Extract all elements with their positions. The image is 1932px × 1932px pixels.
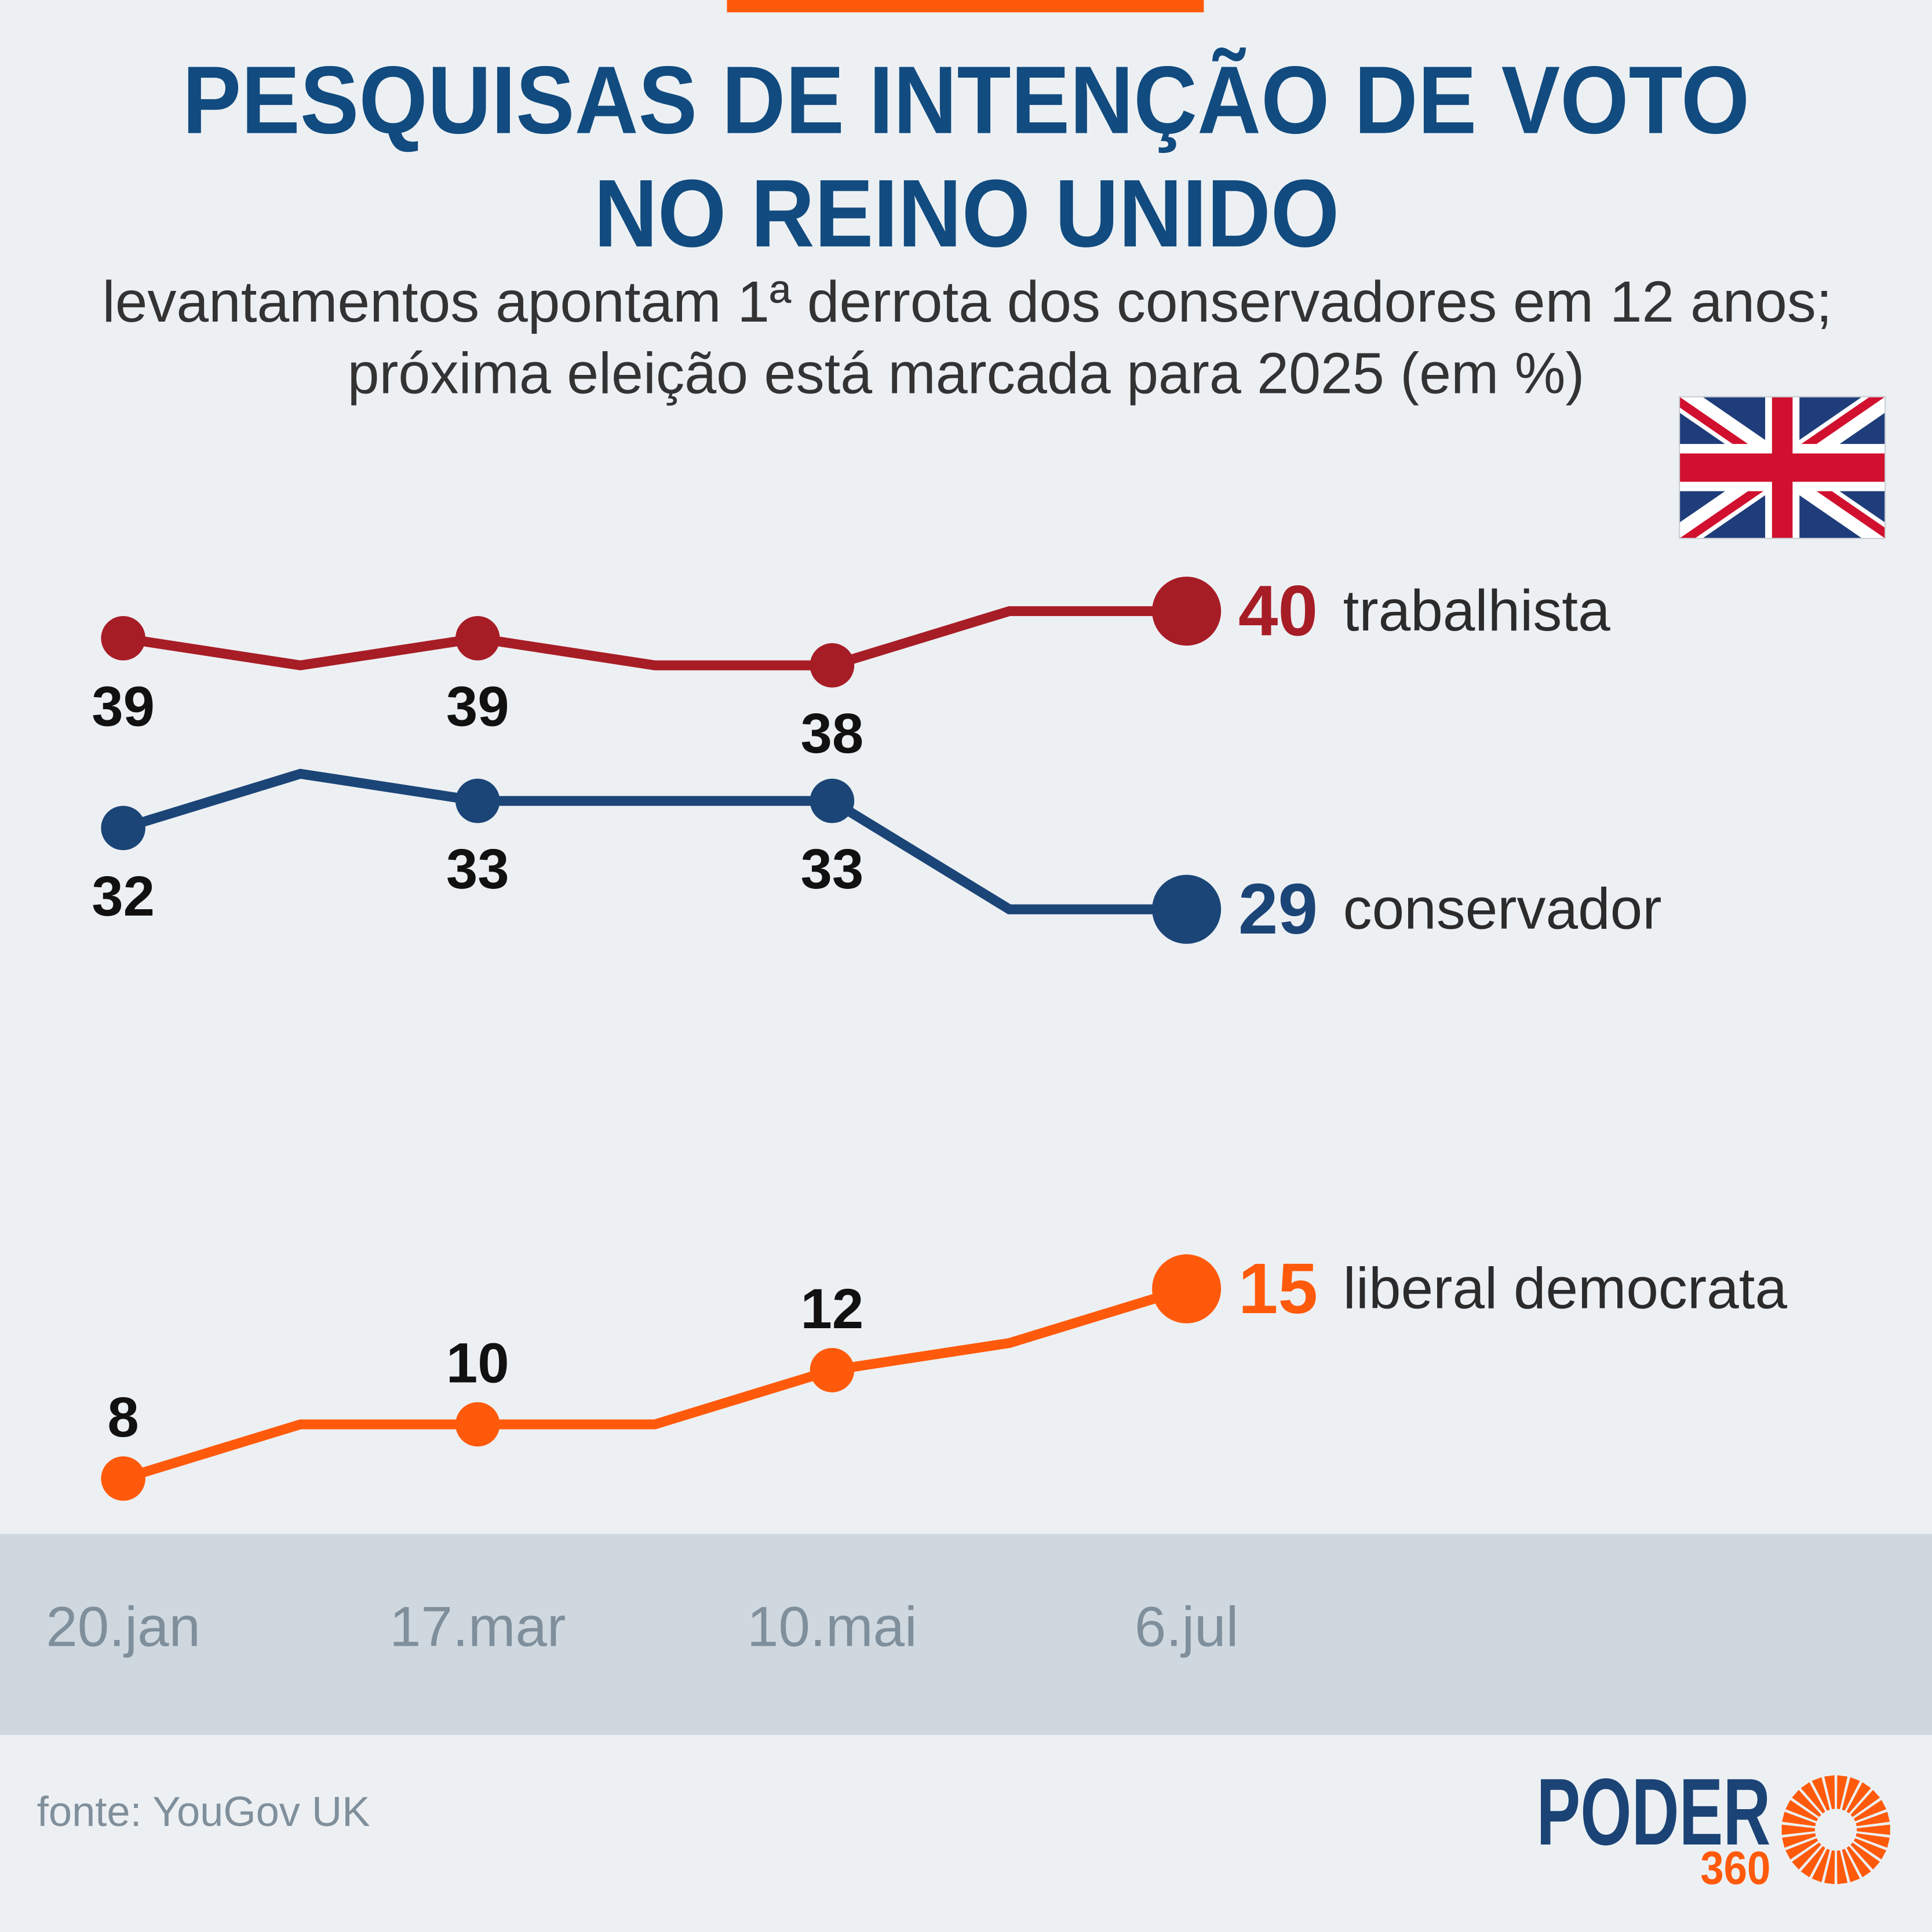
data-point-dot xyxy=(810,1348,855,1393)
end-point-dot xyxy=(1152,577,1222,646)
sun-ray xyxy=(1850,1789,1880,1817)
sun-ray xyxy=(1824,1850,1835,1884)
sun-ray xyxy=(1782,1833,1816,1848)
line-chart: 39 39 38 40 trabalhista 32 33 33 29 conservador 8 1… xyxy=(92,571,1788,1501)
x-tick-label: 6.jul xyxy=(1135,1595,1238,1658)
sun-ray xyxy=(1842,1777,1860,1811)
sun-ray xyxy=(1856,1811,1890,1827)
sun-ray xyxy=(1836,1775,1848,1809)
series-conservador: 32 33 33 29 conservador xyxy=(92,768,1662,949)
sun-ray xyxy=(1792,1789,1821,1817)
series-trabalhista: 39 39 38 40 trabalhista xyxy=(92,571,1610,765)
series-name-label: liberal democrata xyxy=(1343,1257,1788,1321)
sun-ray xyxy=(1846,1782,1871,1814)
data-label: 33 xyxy=(446,837,509,901)
sun-ray xyxy=(1800,1782,1825,1814)
data-label: 33 xyxy=(801,837,864,901)
title-line-2: NO REINO UNIDO xyxy=(594,160,1339,267)
sun-ray xyxy=(1836,1850,1848,1884)
data-point-dot xyxy=(455,778,500,823)
data-label: 39 xyxy=(446,674,509,738)
data-point-dot xyxy=(101,805,145,851)
sun-ray xyxy=(1856,1833,1890,1848)
top-accent-bar xyxy=(727,0,1204,13)
sun-ray xyxy=(1853,1838,1887,1860)
subtitle-line-2: próxima eleição está marcada para 2025 (… xyxy=(348,341,1585,406)
sun-ray xyxy=(1842,1849,1860,1883)
data-label: 39 xyxy=(92,674,155,738)
data-point-dot xyxy=(101,1456,145,1501)
end-value-label: 29 xyxy=(1238,869,1318,949)
subtitle-line-1: levantamentos apontam 1ª derrota dos con… xyxy=(102,270,1832,334)
data-label: 32 xyxy=(92,864,155,928)
chart-subtitle: levantamentos apontam 1ª derrota dos con… xyxy=(102,270,1832,406)
series-line xyxy=(122,606,1187,670)
sun-burst-icon xyxy=(1781,1775,1890,1884)
end-point-dot xyxy=(1152,1254,1222,1324)
sun-ray xyxy=(1782,1811,1816,1827)
sun-ray xyxy=(1792,1842,1821,1870)
title-line-1: PESQUISAS DE INTENÇÃO DE VOTO xyxy=(183,47,1750,154)
series-name-label: trabalhista xyxy=(1343,579,1610,643)
data-point-dot xyxy=(810,778,855,823)
x-axis-band xyxy=(0,1534,1932,1735)
series-line xyxy=(122,768,1187,914)
sun-ray xyxy=(1857,1824,1890,1835)
end-point-dot xyxy=(1152,874,1222,944)
data-point-dot xyxy=(810,643,855,688)
data-point-dot xyxy=(101,616,145,661)
sun-ray xyxy=(1853,1800,1887,1821)
sun-ray xyxy=(1800,1846,1825,1878)
data-label: 12 xyxy=(801,1277,864,1340)
sun-ray xyxy=(1781,1824,1816,1835)
end-value-label: 40 xyxy=(1238,571,1318,651)
series-line xyxy=(122,1284,1189,1483)
brand-logo: PODER 360 xyxy=(1536,1759,1890,1894)
x-tick-label: 20.jan xyxy=(46,1595,200,1658)
sun-ray xyxy=(1811,1777,1830,1811)
sun-ray xyxy=(1824,1775,1835,1809)
sun-ray xyxy=(1785,1838,1818,1860)
brand-number: 360 xyxy=(1700,1842,1770,1894)
x-axis-ticks: 20.jan 17.mar 10.mai 6.jul xyxy=(46,1595,1238,1658)
source-note: fonte: YouGov UK xyxy=(37,1789,370,1835)
data-point-dot xyxy=(455,1402,500,1447)
data-point-dot xyxy=(455,616,500,661)
series-name-label: conservador xyxy=(1343,877,1662,942)
sun-ray xyxy=(1811,1849,1830,1883)
data-label: 38 xyxy=(801,701,864,765)
sun-ray xyxy=(1785,1800,1818,1821)
end-value-label: 15 xyxy=(1238,1249,1318,1329)
data-label: 8 xyxy=(107,1385,138,1449)
series-liberal-democrata: 8 10 12 15 liberal democrata xyxy=(101,1249,1788,1501)
brand-name: PODER xyxy=(1536,1759,1770,1865)
sun-ray xyxy=(1846,1846,1871,1878)
sun-ray xyxy=(1850,1842,1880,1870)
x-tick-label: 10.mai xyxy=(747,1595,917,1658)
uk-flag-icon xyxy=(1679,396,1886,539)
data-label: 10 xyxy=(446,1331,509,1395)
chart-title: PESQUISAS DE INTENÇÃO DE VOTO NO REINO U… xyxy=(183,47,1750,268)
x-tick-label: 17.mar xyxy=(389,1595,566,1658)
